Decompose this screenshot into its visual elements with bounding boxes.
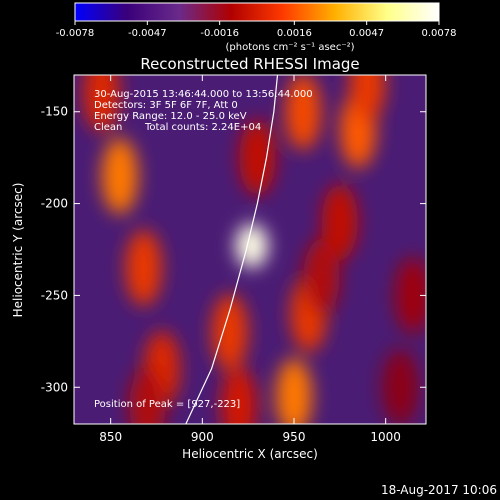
emission-blob [321,183,358,260]
emission-blob [349,75,386,123]
colorbar [74,2,440,22]
emission-blob [125,229,162,306]
colorbar-tick-label: -0.0016 [200,28,239,39]
chart-title: Reconstructed RHESSI Image [140,55,359,73]
emission-blob [221,367,257,424]
emission-blob [211,294,248,371]
colorbar-ticks: -0.0078 -0.0047 -0.0016 0.0016 0.0047 0.0078 [56,21,457,39]
y-tick-label: -150 [41,105,68,119]
solar-limb-curve [185,75,279,424]
emission-blob [382,349,419,424]
heatmap-emission [83,75,426,424]
y-axis: -150 -200 -250 -300 [41,105,426,394]
emission-blob [303,239,340,316]
emission-blob [395,257,426,334]
colorbar-tick-label: 0.0047 [349,28,384,39]
colorbar-tick-label: 0.0016 [277,28,312,39]
colorbar-tick-label: 0.0078 [422,28,457,39]
footer-timestamp: 18-Aug-2017 10:06 [381,483,497,497]
emission-blob [285,75,322,150]
annotation-detectors: Detectors: 3F 5F 6F 7F, Att 0 [94,100,238,111]
plot-frame [73,74,427,425]
colorbar-units: (photons cm⁻² s⁻¹ asec⁻²) [225,42,354,53]
y-tick-label: -200 [41,197,68,211]
x-tick-label: 950 [283,430,306,444]
colorbar-tick-label: -0.0047 [128,28,167,39]
x-tick-label: 850 [99,430,122,444]
annotation-energy-range: Energy Range: 12.0 - 25.0 keV [94,111,247,122]
x-axis: 850 900 950 1000 [99,75,401,444]
emission-blob [129,367,166,424]
annotation-peak-position: Position of Peak = [927,-223] [94,399,240,410]
y-tick-label: -300 [41,380,68,394]
annotation-total-counts: Total counts: 2.24E+04 [144,122,261,133]
y-axis-label: Heliocentric Y (arcsec) [11,183,25,318]
emission-blob [83,75,120,132]
y-tick-label: -250 [41,288,68,302]
emission-blob [101,138,138,215]
colorbar-tick-label: -0.0078 [56,28,95,39]
x-axis-label: Heliocentric X (arcsec) [182,447,318,461]
annotation-clean: Clean [94,122,122,133]
x-tick-label: 1000 [370,430,401,444]
heatmap-area [74,75,426,424]
annotation-time-range: 30-Aug-2015 13:46:44.000 to 13:56:44.000 [94,89,313,100]
emission-blob [239,119,276,196]
x-tick-label: 900 [191,430,214,444]
emission-blob [276,358,312,424]
emission-blob [235,223,268,268]
